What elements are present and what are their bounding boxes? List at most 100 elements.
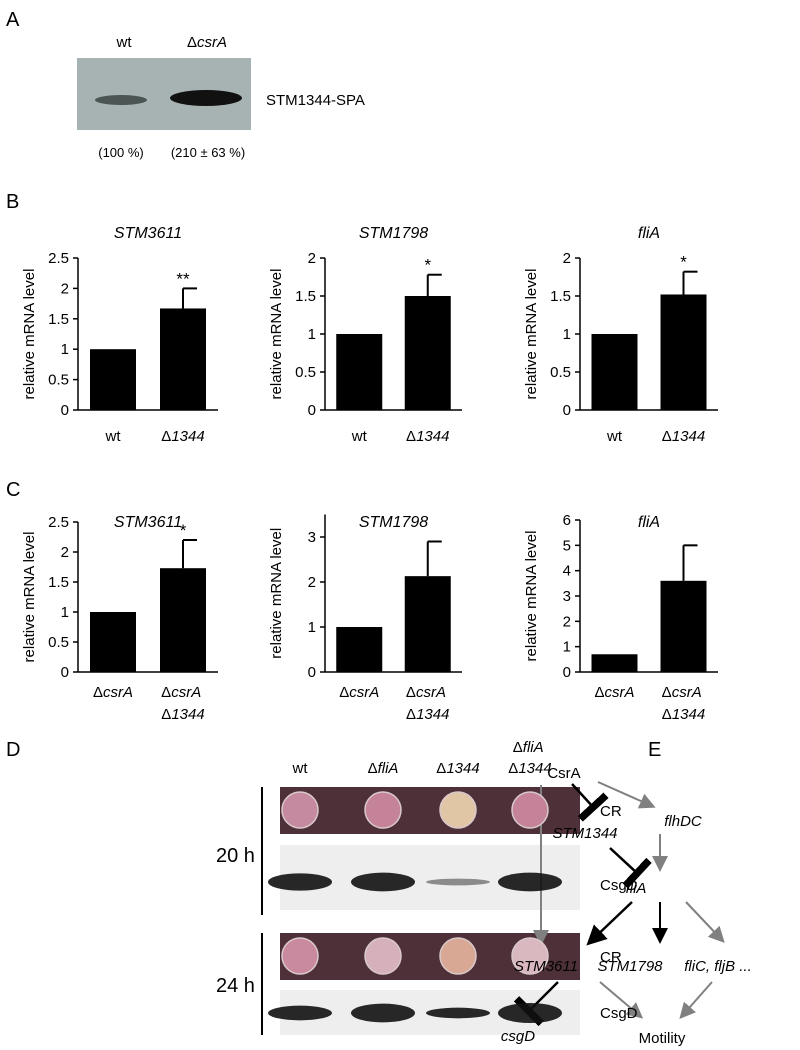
bar (336, 334, 383, 410)
y-tick-label: 0.5 (295, 364, 316, 381)
x-tick-label: Δ1344 (662, 428, 705, 445)
blot-band (426, 878, 490, 886)
y-tick-label: 1.5 (295, 288, 316, 305)
y-tick-label: 2 (563, 613, 571, 630)
bar (660, 580, 707, 672)
strain-label: ΔfliA Δ1344 (508, 739, 551, 777)
y-axis-label: relative mRNA level (268, 269, 285, 400)
significance: * (180, 521, 187, 540)
bar (591, 654, 638, 672)
bar (160, 568, 206, 672)
chart-title: fliA (638, 225, 660, 242)
x-tick-label: wt (105, 428, 122, 445)
y-tick-label: 2.5 (48, 250, 69, 267)
edge (679, 981, 713, 1019)
network-node: STM3611 (514, 958, 578, 975)
chart-title: STM1798 (359, 514, 428, 531)
blot-band (498, 1003, 562, 1023)
colony (281, 791, 319, 829)
y-tick-label: 2 (61, 280, 69, 297)
edge (609, 847, 652, 889)
network-node: flhDC (664, 813, 702, 830)
y-tick-label: 6 (563, 512, 571, 529)
blot-band (351, 1003, 415, 1023)
y-tick-label: 2 (563, 250, 571, 267)
x-tick-label: ΔcsrA Δ1344 (662, 684, 706, 723)
colony (364, 791, 402, 829)
time-label: 20 h (216, 845, 255, 867)
y-tick-label: 1.5 (48, 574, 69, 591)
y-axis-label: relative mRNA level (523, 531, 540, 662)
error-bar (182, 539, 197, 569)
edge (685, 901, 725, 943)
y-tick-label: 5 (563, 537, 571, 554)
panel-letter: A (6, 9, 20, 31)
colony (364, 937, 402, 975)
y-axis-label: relative mRNA level (21, 269, 38, 400)
panel-letter: D (6, 739, 20, 761)
bar (591, 334, 638, 410)
y-axis-label: relative mRNA level (21, 532, 38, 663)
bar (404, 296, 451, 410)
strain-label: Δ1344 (436, 760, 479, 777)
significance: * (680, 253, 687, 272)
bar (90, 612, 136, 672)
y-tick-label: 0 (308, 664, 316, 681)
row-label: CR (600, 949, 622, 966)
network-node: STM1798 (597, 958, 663, 975)
row-label: CsgD (600, 1005, 638, 1022)
y-tick-label: 2.5 (48, 514, 69, 531)
row-label: CR (600, 803, 622, 820)
chart-title: STM3611 (114, 514, 182, 531)
significance: * (424, 256, 431, 275)
x-tick-label: ΔcsrA (594, 684, 634, 701)
bar (160, 308, 206, 410)
colony (439, 791, 477, 829)
x-tick-label: wt (606, 428, 623, 445)
y-tick-label: 2 (308, 574, 316, 591)
network-node: CsrA (547, 765, 580, 782)
chart-title: fliA (638, 514, 660, 531)
y-tick-label: 1.5 (48, 311, 69, 328)
lane-label: wt (116, 34, 133, 51)
lane-label: ΔcsrA (187, 34, 227, 51)
y-tick-label: 1 (308, 326, 316, 343)
band-label: STM1344-SPA (266, 92, 365, 109)
x-tick-label: Δ1344 (406, 428, 449, 445)
strain-label: ΔfliA (368, 760, 399, 777)
network-node: Motility (639, 1030, 686, 1047)
blot-band (268, 1005, 332, 1021)
x-tick-label: ΔcsrA (339, 684, 379, 701)
colony (511, 937, 549, 975)
y-tick-label: 4 (563, 563, 571, 580)
colony (511, 791, 549, 829)
x-tick-label: ΔcsrA (93, 684, 133, 701)
bar (660, 294, 707, 410)
edge (599, 981, 644, 1019)
y-tick-label: 0 (61, 402, 69, 419)
error-bar (426, 540, 442, 577)
network-node: STM1344 (552, 825, 617, 842)
edge (597, 781, 656, 809)
y-tick-label: 0.5 (550, 364, 571, 381)
chart-title: STM3611 (114, 225, 182, 242)
error-bar (426, 273, 442, 296)
error-bar (682, 270, 698, 295)
bar (336, 627, 383, 672)
y-tick-label: 1 (563, 326, 571, 343)
network-node: csgD (501, 1028, 535, 1045)
regulatory-edges (513, 781, 725, 1027)
time-label: 24 h (216, 975, 255, 997)
panel-letter: E (648, 739, 661, 761)
blot-band (426, 1007, 490, 1019)
x-tick-label: ΔcsrA Δ1344 (161, 684, 205, 723)
y-tick-label: 1 (563, 639, 571, 656)
y-axis-label: relative mRNA level (523, 269, 540, 400)
quantification: (100 %) (98, 145, 144, 160)
y-tick-label: 0 (563, 664, 571, 681)
y-tick-label: 3 (308, 529, 316, 546)
x-tick-label: Δ1344 (161, 428, 204, 445)
y-tick-label: 1 (61, 604, 69, 621)
y-tick-label: 0 (308, 402, 316, 419)
panel-letter: C (6, 479, 20, 501)
